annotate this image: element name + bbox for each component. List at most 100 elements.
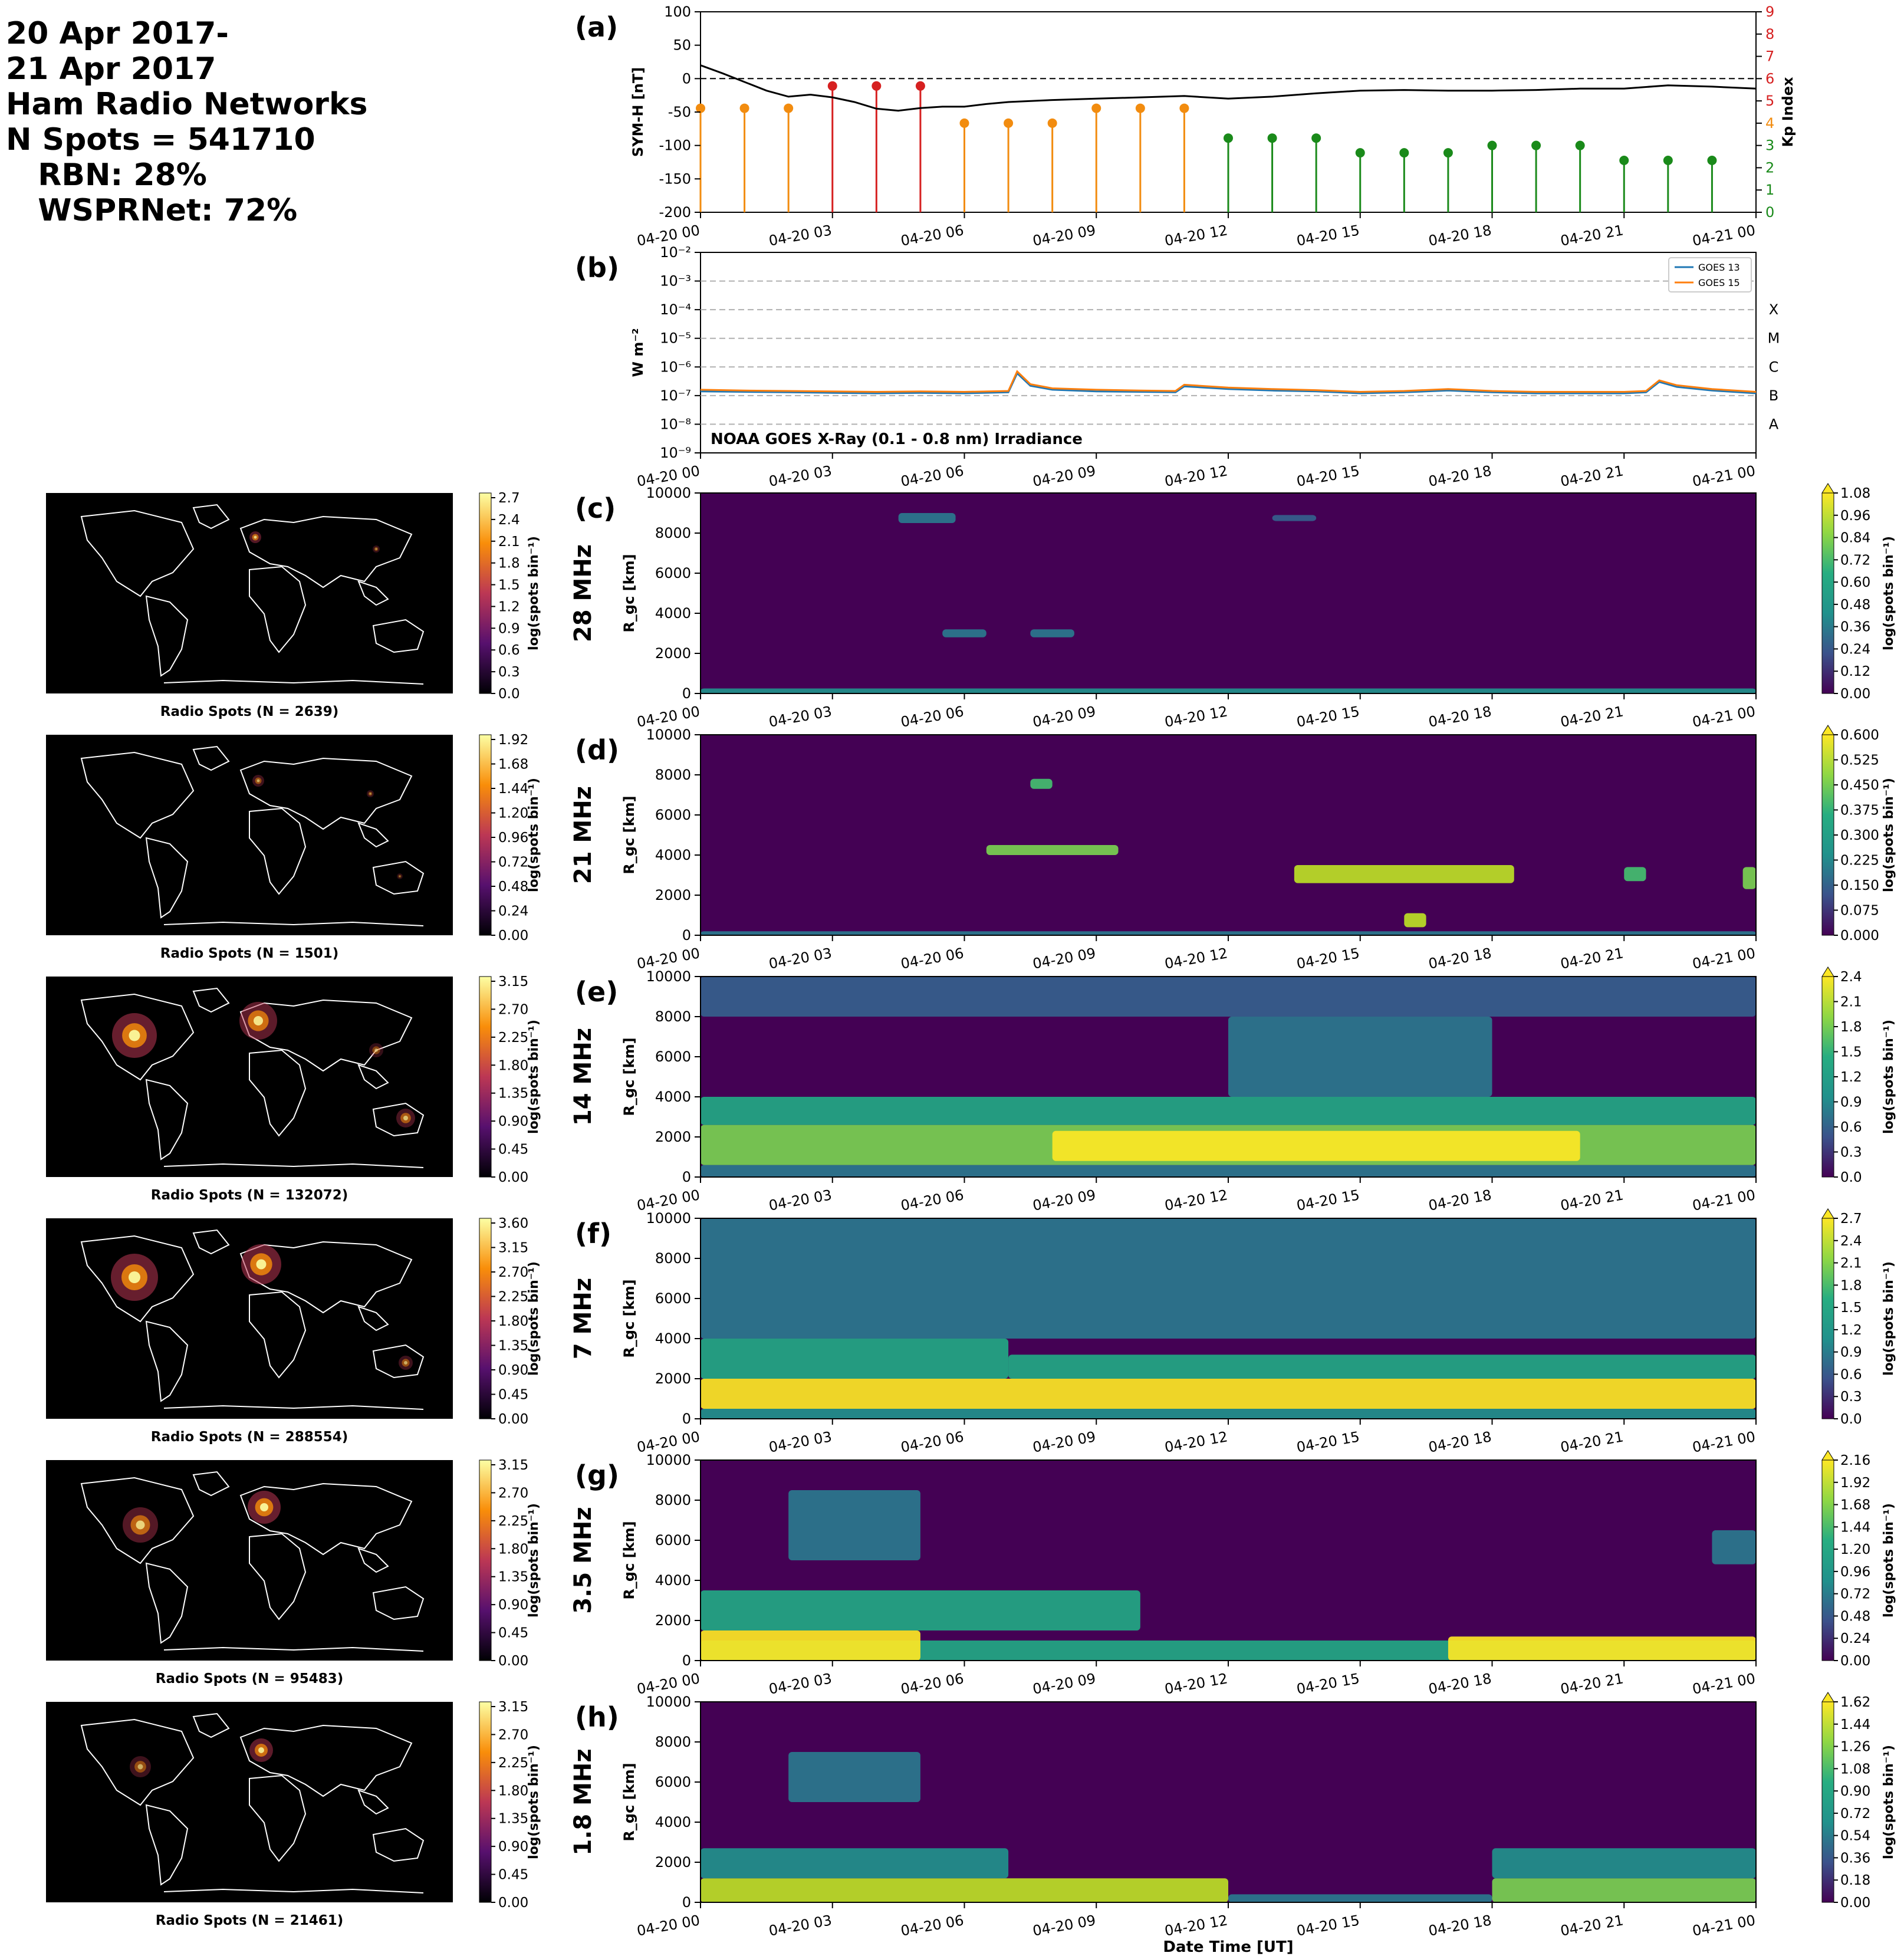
coastline <box>192 987 230 1013</box>
coastline <box>163 1163 424 1168</box>
panel-label: (c) <box>575 492 616 524</box>
heatmap-colorbar: 1.08 0.96 0.84 0.72 0.60 0.48 0.36 0.24 0.12 0.00… <box>1821 483 1896 702</box>
rgc-y-tick-label: 6000 <box>655 1048 691 1065</box>
coastline <box>357 822 389 848</box>
spot-cluster <box>136 1520 145 1530</box>
x-tick-label: 04-20 15 <box>1295 1912 1361 1939</box>
kp-marker <box>959 118 969 128</box>
map-colorbar-label: log(spots bin⁻¹) <box>527 778 541 892</box>
coastline <box>192 1471 230 1497</box>
heatmap-x-ticks: 04-20 00 04-20 03 04-20 06 04-20 09 04-20 12… <box>636 935 1757 972</box>
kp-y-tick-label: 6 <box>1765 70 1774 87</box>
map-colorbar-tick-label: 0.90 <box>498 1363 528 1378</box>
heatmap-colorbar: 0.600 0.525 0.450 0.375 0.300 0.225 0.150 0.075… <box>1821 725 1896 944</box>
flare-class-label: X <box>1769 301 1778 318</box>
heatmap-colorbar: 2.16 1.92 1.68 1.44 1.20 0.96 0.72 0.48 0.24 0.00… <box>1821 1450 1896 1669</box>
colorbar-extend-arrow <box>1821 725 1834 735</box>
goes-y-tick-label: 10⁻⁴ <box>660 301 691 318</box>
heatmap-colorbar-tick-label: 0.24 <box>1840 1631 1870 1646</box>
map-colorbar-tick-label: 1.35 <box>498 1812 528 1827</box>
rgc-axis-label: R_gc [km] <box>621 554 637 632</box>
coastline <box>239 515 413 589</box>
colorbar-extend-arrow <box>1821 483 1834 494</box>
spot-map: Radio Spots (N = 132072) <box>46 977 453 1203</box>
kp-marker <box>1487 140 1497 150</box>
rgc-y-tick-label: 4000 <box>655 847 691 863</box>
x-tick-label: 04-20 09 <box>1031 945 1097 972</box>
x-tick-label: 04-20 18 <box>1427 945 1492 972</box>
heatmap-cell <box>1404 913 1426 928</box>
coastline <box>163 1646 424 1652</box>
map-colorbar-tick-label: 1.35 <box>498 1086 528 1102</box>
x-tick-label: 04-20 18 <box>1427 1428 1492 1455</box>
heatmap-colorbar-label: log(spots bin⁻¹) <box>1882 1261 1896 1376</box>
map-colorbar-tick-label: 1.80 <box>498 1541 528 1557</box>
range-time-heatmap <box>700 1218 1757 1419</box>
rgc-y-tick-label: 8000 <box>655 1734 691 1750</box>
kp-marker <box>696 103 705 113</box>
kp-y-tick-label: 1 <box>1765 182 1774 198</box>
x-tick-label: 04-20 12 <box>1163 462 1229 489</box>
band-label: 14 MHz <box>570 1028 597 1126</box>
colorbar-extend-arrow <box>1821 1692 1834 1702</box>
header-line-1: 20 Apr 2017- <box>6 16 229 51</box>
rgc-y-tick-label: 6000 <box>655 1290 691 1307</box>
symh-y-tick-label: -50 <box>668 104 691 120</box>
symh-line <box>700 64 1757 112</box>
heatmap-colorbar-tick-label: 0.60 <box>1840 575 1870 590</box>
kp-marker <box>1091 103 1101 113</box>
x-tick-label: 04-20 06 <box>899 1186 965 1214</box>
coastline <box>372 1102 425 1137</box>
x-tick-label: 04-20 06 <box>899 462 965 489</box>
heatmap-colorbar-tick-label: 0.36 <box>1840 1850 1870 1866</box>
kp-marker <box>1531 140 1541 150</box>
panel-label-b: (b) <box>575 252 619 284</box>
goes-grid <box>701 280 1756 425</box>
coastline <box>163 1888 424 1893</box>
kp-marker <box>1047 118 1057 128</box>
rgc-y-tick-label: 10000 <box>646 1452 691 1468</box>
x-tick-label: 04-20 21 <box>1559 462 1625 489</box>
spot-cluster <box>129 1030 140 1041</box>
heatmap-colorbar-tick-label: 0.12 <box>1840 664 1870 679</box>
header-line-5: RBN: 28% <box>6 157 207 193</box>
coastline <box>239 1482 413 1556</box>
heatmap-cell <box>788 1752 920 1802</box>
spot-cluster <box>129 1271 140 1283</box>
map-colorbar: 3.60 3.15 2.70 2.25 1.80 1.35 0.90 0.45 0.00 log(… <box>479 1216 541 1427</box>
heatmap-x-ticks: 04-20 00 04-20 03 04-20 06 04-20 09 04-20 12… <box>636 1419 1757 1456</box>
x-tick-label: 04-20 06 <box>899 1670 965 1697</box>
map-colorbar-label: log(spots bin⁻¹) <box>527 1020 541 1134</box>
flare-class-label: M <box>1768 330 1780 347</box>
heatmap-colorbar-label: log(spots bin⁻¹) <box>1882 1745 1896 1859</box>
heatmap-colorbar-tick-label: 0.00 <box>1840 1653 1870 1669</box>
heatmap-cell <box>1272 515 1317 521</box>
map-colorbar-tick-label: 2.4 <box>498 512 520 528</box>
x-tick-label: 04-20 15 <box>1295 945 1361 972</box>
band-label: 1.8 MHz <box>570 1748 597 1855</box>
rgc-y-tick-label: 2000 <box>655 1854 691 1870</box>
heatmap-cell <box>701 1218 1756 1339</box>
x-tick-label: 04-20 00 <box>636 1912 701 1939</box>
goes15-legend-label: GOES 15 <box>1698 277 1740 288</box>
coastline <box>192 504 230 530</box>
heatmap-cell <box>1294 865 1514 883</box>
rgc-y-tick-label: 6000 <box>655 1532 691 1549</box>
map-colorbar-bar <box>479 1459 492 1661</box>
kp-y-tick-label: 7 <box>1765 48 1774 65</box>
rgc-y-tick-label: 4000 <box>655 605 691 622</box>
heatmap-cell <box>1228 1894 1492 1902</box>
heatmap-cell <box>701 1409 1756 1419</box>
heatmap-colorbar-tick-label: 1.2 <box>1840 1323 1862 1338</box>
band-label: 3.5 MHz <box>570 1507 597 1613</box>
heatmap-colorbar-tick-label: 1.8 <box>1840 1020 1862 1035</box>
spot-cluster <box>367 790 374 797</box>
heatmap-colorbar-tick-label: 0.18 <box>1840 1873 1870 1888</box>
coastline <box>163 921 424 926</box>
coastline <box>357 1306 389 1332</box>
goes-y-tick-label: 10⁻² <box>660 244 691 261</box>
coastline <box>163 679 424 685</box>
x-tick-label: 04-20 21 <box>1559 1912 1625 1939</box>
symh-y-tick-label: 50 <box>673 37 691 54</box>
